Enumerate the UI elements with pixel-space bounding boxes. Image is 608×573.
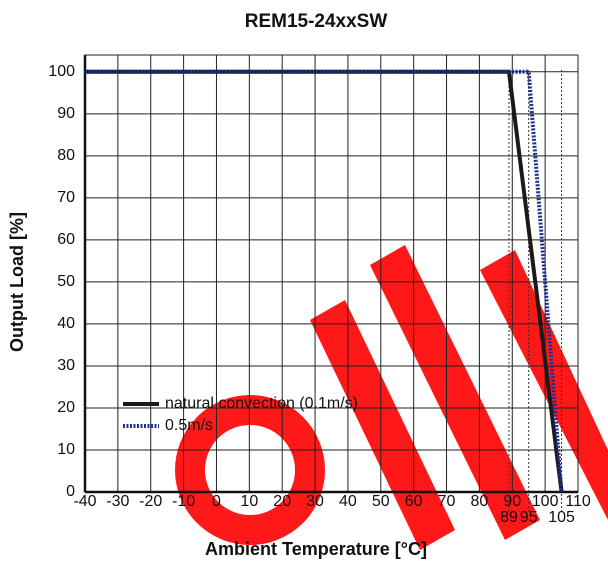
x-tick-label: 100 — [532, 493, 559, 510]
y-tick-label: 30 — [57, 357, 75, 374]
y-tick-label: 90 — [57, 105, 75, 122]
x-tick-label: -30 — [106, 493, 129, 510]
y-tick-label: 70 — [57, 189, 75, 206]
y-tick-label: 0 — [66, 483, 75, 500]
x-tick-label: 70 — [438, 493, 456, 510]
watermark-shape — [175, 395, 325, 545]
y-tick-label: 10 — [57, 441, 75, 458]
x-tick-label: -40 — [73, 493, 96, 510]
x-tick-label: 20 — [273, 493, 291, 510]
legend-label: natural convection (0.1m/s) — [165, 395, 358, 412]
watermark-shape — [370, 245, 540, 540]
x-tick-label: 60 — [405, 493, 423, 510]
x-tick-label: -20 — [139, 493, 162, 510]
y-tick-label: 80 — [57, 147, 75, 164]
y-tick-label: 100 — [48, 63, 75, 80]
x-tick-label: 30 — [306, 493, 324, 510]
y-tick-label: 50 — [57, 273, 75, 290]
y-tick-label: 40 — [57, 315, 75, 332]
watermark-shape — [310, 300, 455, 550]
chart-title: REM15-24xxSW — [245, 11, 388, 32]
marker-label: 89 — [500, 509, 518, 526]
x-axis-label: Ambient Temperature [°C] — [205, 539, 427, 559]
y-tick-label: 20 — [57, 399, 75, 416]
x-tick-label: -10 — [172, 493, 195, 510]
x-tick-label: 40 — [339, 493, 357, 510]
marker-label: 105 — [548, 509, 575, 526]
marker-label: 95 — [520, 509, 538, 526]
legend-label: 0.5m/s — [165, 417, 213, 434]
y-axis-label: Output Load [%] — [7, 212, 27, 352]
x-tick-label: 80 — [471, 493, 489, 510]
x-tick-label: 10 — [240, 493, 258, 510]
x-tick-label: 110 — [565, 493, 591, 510]
x-tick-label: 0 — [212, 493, 221, 510]
x-tick-label: 50 — [372, 493, 390, 510]
x-tick-label: 90 — [503, 493, 521, 510]
series-line — [85, 69, 564, 493]
y-tick-label: 60 — [57, 231, 75, 248]
